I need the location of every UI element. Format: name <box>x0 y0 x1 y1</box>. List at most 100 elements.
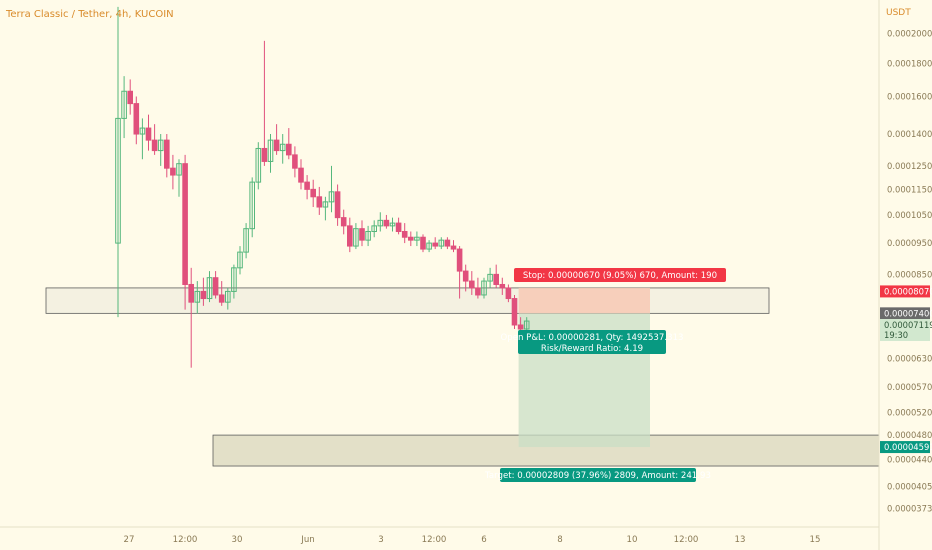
current-price-tag-countdown: 19:30 <box>884 330 908 340</box>
candle-body <box>157 139 164 152</box>
candle-body <box>353 228 359 247</box>
candle-body <box>218 294 225 303</box>
candle-body <box>383 219 390 227</box>
annotation-layer: Stop: 0.00000670 (9.05%) 670, Amount: 19… <box>484 268 726 482</box>
candle-body <box>139 127 146 135</box>
stop-price-tag: 0.00008070 <box>884 286 932 296</box>
candle-body <box>255 147 262 183</box>
candle-body <box>206 277 213 300</box>
time-tick-label: 15 <box>810 535 821 545</box>
time-tick-label: 27 <box>124 535 135 545</box>
candle-body <box>310 188 316 198</box>
candle-body <box>408 236 414 241</box>
open-pnl-label-box <box>518 330 666 354</box>
target-price-tag: 0.00004591 <box>884 442 932 452</box>
candle-body <box>316 196 323 208</box>
candle-body <box>151 139 158 152</box>
candles-layer <box>115 6 530 368</box>
candle-body <box>334 191 341 219</box>
time-tick-label: 6 <box>481 535 486 545</box>
candle-body <box>462 270 469 282</box>
chart-title: Terra Classic / Tether, 4h, KUCOIN <box>5 9 174 20</box>
candle-body <box>420 236 426 250</box>
candle-body <box>401 230 408 238</box>
candle-body <box>127 90 134 105</box>
time-axis[interactable]: 27 12:00 30 Jun 3 12:00 6 8 10 12:00 13 15 <box>124 535 821 545</box>
candle-body <box>493 273 499 285</box>
candle-body <box>523 320 530 330</box>
currency-label: USDT <box>886 8 911 18</box>
candle-body <box>170 167 176 176</box>
candle-body <box>347 225 353 247</box>
candle-body <box>487 273 493 282</box>
candle-body <box>475 287 481 296</box>
candle-body <box>438 239 445 247</box>
candle-body <box>188 283 194 303</box>
candle-body <box>469 280 475 289</box>
time-tick-label: 8 <box>557 535 562 545</box>
price-tick-label: 0.00003730 <box>887 503 932 513</box>
time-tick-label: 12:00 <box>674 535 699 545</box>
candle-body <box>194 290 201 303</box>
candle-body <box>182 163 188 285</box>
candle-body <box>267 139 274 162</box>
time-tick-label: 12:00 <box>422 535 447 545</box>
time-tick-label: Jun <box>300 535 314 545</box>
candle-body <box>499 283 506 289</box>
candle-body <box>395 222 402 232</box>
candle-body <box>225 290 231 303</box>
candle-body <box>249 181 255 230</box>
stop-loss-area <box>518 287 650 314</box>
candle-body <box>444 239 451 247</box>
candle-body <box>365 230 371 241</box>
candle-body <box>133 103 140 135</box>
open-pnl-label-text: Risk/Reward Ratio: 4.19 <box>541 344 643 354</box>
candle-body <box>456 248 463 272</box>
time-tick-label: 3 <box>378 535 383 545</box>
candle-body <box>432 242 438 247</box>
time-tick-label: 10 <box>627 535 638 545</box>
candle-body <box>328 191 335 203</box>
entry-price-tag: 0.00007400 <box>884 308 932 318</box>
candle-body <box>304 181 310 190</box>
candle-body <box>231 267 237 292</box>
candle-body <box>121 90 127 119</box>
candle-body <box>237 251 243 269</box>
candle-body <box>261 147 268 162</box>
target-price-tag-box <box>880 441 930 454</box>
position-layer <box>518 287 650 448</box>
candle-body <box>164 139 170 169</box>
stop-label-text: Stop: 0.00000670 (9.05%) 670, Amount: 19… <box>523 271 717 281</box>
target-label-text: Target: 0.00002809 (37.96%) 2809, Amount… <box>484 471 711 481</box>
candle-body <box>481 280 487 296</box>
candle-body <box>340 217 347 227</box>
candle-body <box>389 222 396 227</box>
candle-body <box>286 143 292 156</box>
current-price-tag: 0.00007119 <box>884 320 932 330</box>
candle-body <box>517 324 524 330</box>
candle-body <box>292 154 298 169</box>
candle-body <box>298 167 304 183</box>
candle-body <box>145 127 152 141</box>
candle-body <box>377 219 384 227</box>
candle-body <box>200 290 207 300</box>
time-tick-label: 13 <box>735 535 746 545</box>
candle-body <box>511 298 518 326</box>
candle-body <box>273 139 280 152</box>
candle-body <box>176 163 182 176</box>
time-tick-label: 30 <box>232 535 243 545</box>
candle-body <box>359 228 365 241</box>
